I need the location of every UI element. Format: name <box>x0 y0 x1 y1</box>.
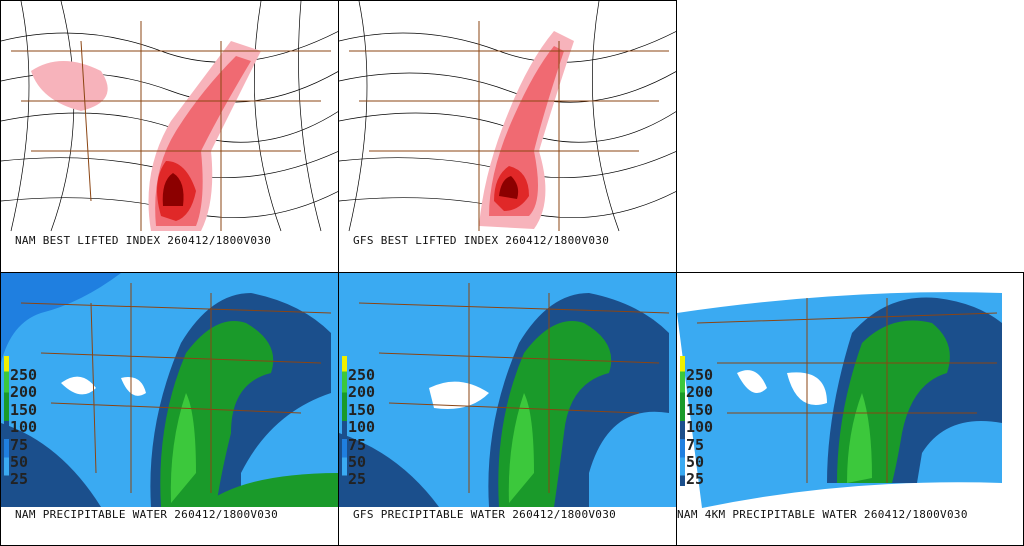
precipitable-water-map <box>1 273 338 507</box>
panel-caption: NAM BEST LIFTED INDEX 260412/1800V030 <box>15 234 272 247</box>
lifted-index-map <box>1 1 338 232</box>
legend-colorbar <box>680 356 685 486</box>
legend-label: 150 <box>686 401 714 419</box>
panel-caption: NAM 4KM PRECIPITABLE WATER 260412/1800V0… <box>677 508 968 521</box>
legend-label: 50 <box>348 453 367 471</box>
legend-label: 100 <box>686 418 714 436</box>
legend-label: 100 <box>10 418 38 436</box>
legend-label: 75 <box>10 436 29 454</box>
panel-caption: NAM PRECIPITABLE WATER 260412/1800V030 <box>15 508 279 521</box>
legend-label: 75 <box>348 436 367 454</box>
legend-label: 75 <box>686 436 705 454</box>
nam-lifted-index-panel: NAM BEST LIFTED INDEX 260412/1800V030 <box>0 0 339 273</box>
nam-precipitable-water-panel: NAM PRECIPITABLE WATER 260412/1800V030 <box>0 272 339 546</box>
legend-label: 250 <box>686 366 714 384</box>
legend-label: 25 <box>686 470 705 488</box>
legend-label: 200 <box>348 383 376 401</box>
gfs-precipitable-water-panel: GFS PRECIPITABLE WATER 260412/1800V030 <box>338 272 677 546</box>
legend-colorbar <box>342 356 347 486</box>
lifted-index-map <box>339 1 676 232</box>
panel-caption: GFS PRECIPITABLE WATER 260412/1800V030 <box>353 508 617 521</box>
legend-label: 150 <box>10 401 38 419</box>
nam-4km-precipitable-water-panel: NAM 4KM PRECIPITABLE WATER 260412/1800V0… <box>676 272 1024 546</box>
legend-colorbar <box>4 356 9 486</box>
legend-label: 250 <box>10 366 38 384</box>
legend-label: 200 <box>10 383 38 401</box>
precipitable-water-map <box>339 273 676 507</box>
legend-label: 150 <box>348 401 376 419</box>
legend-label: 25 <box>10 470 29 488</box>
gfs-lifted-index-panel: GFS BEST LIFTED INDEX 260412/1800V030 <box>338 0 677 273</box>
legend-label: 50 <box>10 453 29 471</box>
empty-panel <box>676 0 1024 273</box>
legend-label: 250 <box>348 366 376 384</box>
precipitable-water-map <box>677 292 1002 508</box>
legend-label: 200 <box>686 383 714 401</box>
legend-label: 100 <box>348 418 376 436</box>
legend-label: 25 <box>348 470 367 488</box>
legend-label: 50 <box>686 453 705 471</box>
panel-caption: GFS BEST LIFTED INDEX 260412/1800V030 <box>353 234 610 247</box>
